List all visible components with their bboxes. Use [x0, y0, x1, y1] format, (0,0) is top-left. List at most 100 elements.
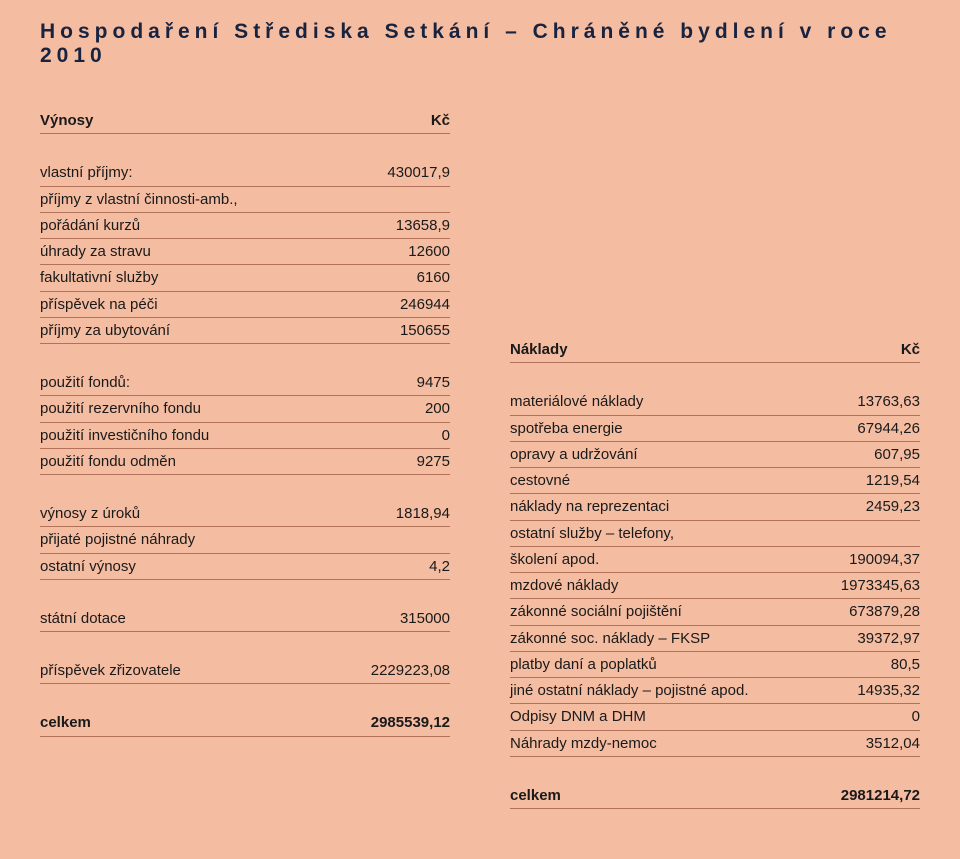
revenues-total: celkem 2985539,12 [40, 710, 450, 736]
table-row: školení apod.190094,37 [510, 547, 920, 573]
table-row: použití fondů:9475 [40, 370, 450, 396]
row-label: platby daní a poplatků [510, 655, 881, 675]
row-value: 190094,37 [839, 550, 920, 570]
row-value: 3512,04 [856, 734, 920, 754]
row-value: 4,2 [419, 557, 450, 577]
revenues-column: Výnosy Kč vlastní příjmy:430017,9 příjmy … [40, 108, 450, 809]
row-value: 315000 [390, 609, 450, 629]
table-row: státní dotace315000 [40, 606, 450, 632]
row-label: zákonné sociální pojištění [510, 602, 839, 622]
row-value: 246944 [390, 295, 450, 315]
row-label: náklady na reprezentaci [510, 497, 856, 517]
row-label: vlastní příjmy: [40, 163, 377, 183]
total-label: celkem [510, 786, 831, 806]
row-value: 14935,32 [847, 681, 920, 701]
row-value: 2229223,08 [361, 661, 450, 681]
table-row: příjmy za ubytování150655 [40, 318, 450, 344]
table-row: příspěvek na péči246944 [40, 292, 450, 318]
table-row: jiné ostatní náklady – pojistné apod.149… [510, 678, 920, 704]
row-label: Odpisy DNM a DHM [510, 707, 902, 727]
table-row: ostatní služby – telefony, [510, 521, 920, 547]
table-row: přijaté pojistné náhrady [40, 527, 450, 553]
table-row: vlastní příjmy:430017,9 [40, 160, 450, 186]
table-row: použití rezervního fondu200 [40, 396, 450, 422]
row-value: 9475 [407, 373, 450, 393]
row-label: Náhrady mzdy-nemoc [510, 734, 856, 754]
table-row: výnosy z úroků1818,94 [40, 501, 450, 527]
row-label: použití rezervního fondu [40, 399, 415, 419]
row-label: použití investičního fondu [40, 426, 432, 446]
table-row: použití fondu odměn9275 [40, 449, 450, 475]
row-label: příspěvek na péči [40, 295, 390, 315]
row-label: jiné ostatní náklady – pojistné apod. [510, 681, 847, 701]
table-row: spotřeba energie67944,26 [510, 416, 920, 442]
row-label: výnosy z úroků [40, 504, 386, 524]
table-row: platby daní a poplatků80,5 [510, 652, 920, 678]
costs-rows: materiálové náklady13763,63spotřeba ener… [510, 389, 920, 757]
table-row: materiálové náklady13763,63 [510, 389, 920, 415]
revenues-block1: vlastní příjmy:430017,9 příjmy z vlastní … [40, 160, 450, 344]
row-label: příjmy za ubytování [40, 321, 390, 341]
table-row: úhrady za stravu12600 [40, 239, 450, 265]
row-value: 13763,63 [847, 392, 920, 412]
table-row: použití investičního fondu0 [40, 423, 450, 449]
row-value: 12600 [398, 242, 450, 262]
row-value: 39372,97 [847, 629, 920, 649]
table-row: Náhrady mzdy-nemoc3512,04 [510, 731, 920, 757]
table-row: zákonné soc. náklady – FKSP39372,97 [510, 626, 920, 652]
row-value: 607,95 [864, 445, 920, 465]
total-value: 2981214,72 [831, 786, 920, 806]
table-row: příspěvek zřizovatele2229223,08 [40, 658, 450, 684]
revenues-block3: výnosy z úroků1818,94 přijaté pojistné ná… [40, 501, 450, 580]
row-value: 0 [432, 426, 450, 446]
row-value: 2459,23 [856, 497, 920, 517]
table-row: mzdové náklady1973345,63 [510, 573, 920, 599]
row-value: 67944,26 [847, 419, 920, 439]
revenues-header: Výnosy Kč [40, 108, 450, 134]
row-value: 673879,28 [839, 602, 920, 622]
table-row: ostatní výnosy4,2 [40, 554, 450, 580]
revenues-block2: použití fondů:9475použití rezervního fon… [40, 370, 450, 475]
table-row: pořádání kurzů13658,9 [40, 213, 450, 239]
row-label: zákonné soc. náklady – FKSP [510, 629, 847, 649]
revenues-block5: příspěvek zřizovatele2229223,08 [40, 658, 450, 684]
row-label: použití fondu odměn [40, 452, 407, 472]
row-value: 1973345,63 [831, 576, 920, 596]
row-label: příjmy z vlastní činnosti-amb., [40, 190, 440, 210]
row-value: 80,5 [881, 655, 920, 675]
row-label: pořádání kurzů [40, 216, 386, 236]
table-row: opravy a udržování607,95 [510, 442, 920, 468]
columns: Výnosy Kč vlastní příjmy:430017,9 příjmy … [40, 108, 920, 809]
row-label: fakultativní služby [40, 268, 407, 288]
row-value: 6160 [407, 268, 450, 288]
page-title: Hospodaření Střediska Setkání – Chráněné… [40, 20, 920, 68]
row-label: materiálové náklady [510, 392, 847, 412]
row-value: 1219,54 [856, 471, 920, 491]
header-value: Kč [421, 111, 450, 131]
row-value: 0 [902, 707, 920, 727]
total-label: celkem [40, 713, 361, 733]
row-label: státní dotace [40, 609, 390, 629]
row-label: úhrady za stravu [40, 242, 398, 262]
costs-column: Náklady Kč materiálové náklady13763,63sp… [510, 108, 920, 809]
row-value: 13658,9 [386, 216, 450, 236]
row-label: příspěvek zřizovatele [40, 661, 361, 681]
row-value: 1818,94 [386, 504, 450, 524]
row-value: 430017,9 [377, 163, 450, 183]
row-label: přijaté pojistné náhrady [40, 530, 440, 550]
header-value: Kč [891, 340, 920, 360]
row-label: opravy a udržování [510, 445, 864, 465]
row-label: spotřeba energie [510, 419, 847, 439]
table-row: příjmy z vlastní činnosti-amb., [40, 187, 450, 213]
costs-total: celkem 2981214,72 [510, 783, 920, 809]
header-label: Výnosy [40, 111, 421, 131]
table-row: Odpisy DNM a DHM0 [510, 704, 920, 730]
table-row: cestovné1219,54 [510, 468, 920, 494]
costs-header: Náklady Kč [510, 337, 920, 363]
header-label: Náklady [510, 340, 891, 360]
row-label: školení apod. [510, 550, 839, 570]
row-value: 150655 [390, 321, 450, 341]
table-row: fakultativní služby6160 [40, 265, 450, 291]
table-row: zákonné sociální pojištění673879,28 [510, 599, 920, 625]
row-value: 9275 [407, 452, 450, 472]
